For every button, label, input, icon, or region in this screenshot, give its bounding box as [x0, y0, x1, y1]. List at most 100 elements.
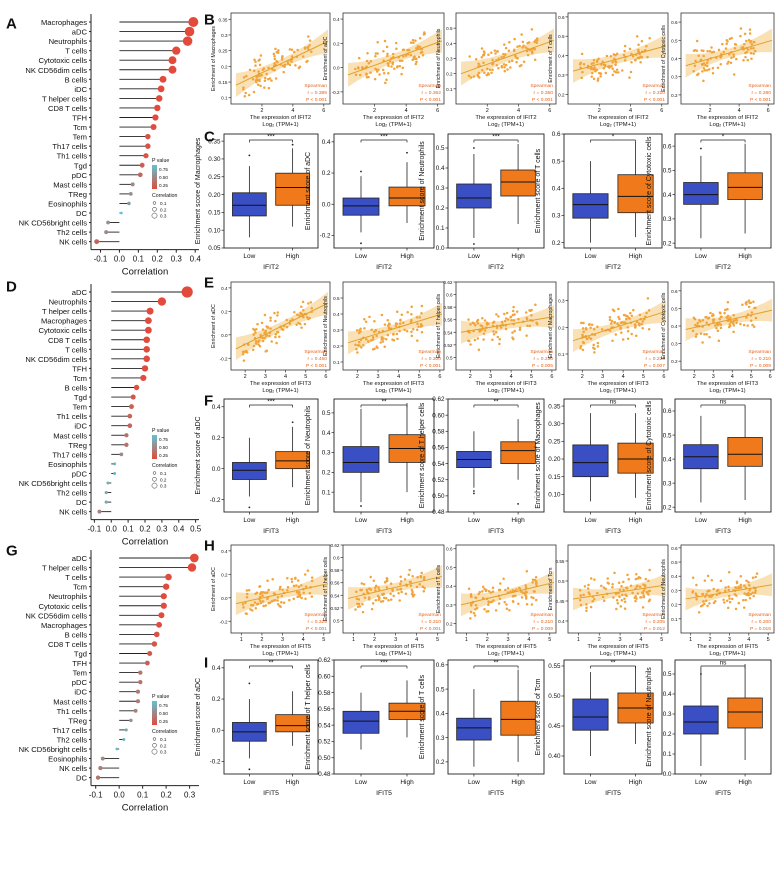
scatter-point [257, 70, 260, 73]
scatter-point [396, 65, 399, 68]
scatter-point [592, 58, 596, 62]
scatter-point [401, 66, 405, 70]
scatter-point [646, 591, 649, 594]
scatter-point [748, 596, 752, 600]
lollipop-dot [143, 153, 149, 159]
scatter-point [524, 46, 527, 49]
scatter-point [694, 59, 697, 63]
lollipop-dot [143, 346, 150, 353]
scatter-point [407, 573, 411, 576]
scatter-point [622, 580, 625, 584]
y-tick-label: 0.4 [333, 312, 340, 317]
scatter-point [619, 605, 623, 608]
scatter-point [369, 71, 372, 74]
scatter-point [753, 591, 757, 595]
high-group-label: High [511, 517, 525, 524]
scatter-point [260, 73, 263, 77]
scatter-point [522, 60, 526, 63]
scatter-point [628, 317, 631, 320]
y-axis-title: Enrichment score of aDC [305, 152, 312, 230]
y-axis-title: Enrichment of Tcm [548, 568, 554, 611]
scatter-point [504, 588, 507, 592]
scatter-point [583, 585, 587, 588]
scatter-point [383, 345, 386, 349]
y-axis-title: Enrichment of Neutrophils [436, 28, 442, 88]
scatter-point [476, 322, 480, 325]
category-label: NK CD56bright cells [19, 219, 88, 228]
y-tick-label: 0.60 [318, 673, 331, 680]
plot-frame [567, 12, 669, 105]
scatter-point [739, 583, 743, 587]
scatter-point [354, 608, 357, 611]
x-axis-unit: Log₂ (TPM+1) [709, 651, 745, 657]
scatter-point [418, 316, 421, 319]
scatter-point [504, 317, 508, 320]
scatter-point [691, 576, 695, 580]
x-axis-title: The expression of IFIT2 [475, 115, 536, 121]
scatter-point [491, 590, 495, 593]
lollipop-dot [144, 660, 150, 666]
scatter-point [580, 52, 584, 56]
scatter-point [398, 59, 402, 62]
scatter-point [504, 63, 508, 67]
scatter-point [730, 56, 733, 60]
y-tick-label: 0.2 [671, 603, 678, 608]
scatter-point [719, 315, 723, 319]
y-axis-title: Enrichment of Neutrophils [323, 296, 329, 356]
scatter-point [491, 58, 494, 62]
scatter-point [624, 314, 628, 317]
plot-frame [567, 281, 669, 371]
scatter-point [585, 603, 588, 606]
scatter-point [270, 600, 273, 603]
lollipop-dot [130, 182, 135, 187]
y-tick-label: 0.4 [671, 574, 678, 579]
scatter-point [637, 43, 640, 47]
low-group-label: Low [584, 517, 596, 524]
scatter-point [375, 70, 379, 73]
category-label: aDC [72, 288, 88, 297]
scatter-point [725, 316, 728, 319]
scatter-point [742, 598, 745, 602]
scatter-point [621, 69, 624, 72]
legend-pvalue-title: P value [152, 428, 169, 434]
scatter-point [645, 45, 648, 48]
lollipop-dot [119, 211, 123, 215]
y-tick-label: 0.30 [548, 421, 561, 428]
lollipop-dot [157, 297, 167, 306]
scatter-point [596, 341, 600, 345]
y-tick-label: 0.2 [663, 240, 672, 247]
y-tick-label: 0.60 [432, 412, 445, 419]
lollipop-dot [165, 573, 172, 581]
scatter-point [635, 35, 639, 38]
scatter-point [495, 63, 499, 67]
correlation-coefficient: r = 0.389 [308, 90, 328, 96]
scatter-point [361, 610, 365, 614]
low-outlier-point [248, 506, 251, 509]
scatter-point [634, 58, 637, 62]
scatter-point [256, 83, 260, 86]
scatter-point [621, 338, 625, 341]
y-tick-label: 0.50 [318, 755, 331, 762]
scatter-point [701, 319, 705, 322]
scatter-point [709, 311, 712, 315]
scatter-point [279, 585, 282, 589]
x-tick-label: 2 [373, 108, 376, 114]
scatter-point [615, 68, 619, 71]
scatter-point [261, 594, 264, 597]
regression-line [235, 40, 329, 86]
scatter-point [753, 40, 756, 44]
scatter-point [356, 605, 360, 609]
scatter-point [744, 301, 748, 305]
lollipop-dot [168, 56, 177, 65]
scatter-point [370, 328, 373, 331]
scatter-point [474, 604, 478, 607]
x-axis-title: The expression of IFIT5 [475, 644, 536, 650]
y-tick-label: 0.56 [432, 445, 445, 452]
scatter-point [296, 579, 300, 582]
y-tick-label: 0.3 [558, 299, 565, 304]
scatter-point [747, 48, 750, 51]
scatter-point [390, 65, 393, 68]
x-tick-label: 2 [356, 374, 359, 380]
scatter-point [481, 585, 485, 589]
